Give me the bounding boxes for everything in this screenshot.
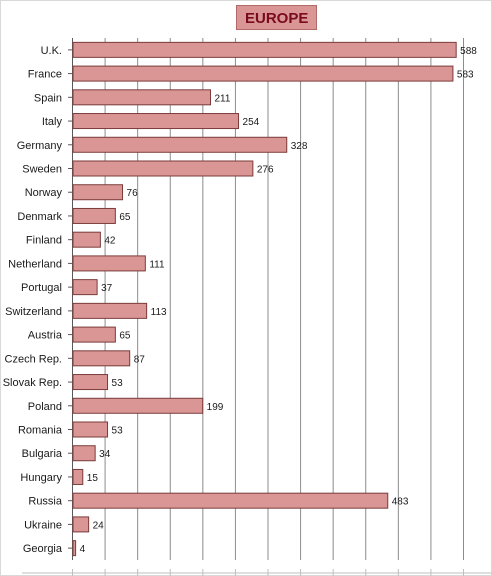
bar: [72, 540, 77, 557]
data-label: 65: [119, 212, 131, 223]
category-label: Germany: [17, 140, 63, 152]
category-label: Austria: [28, 330, 63, 342]
category-label: Norway: [25, 187, 63, 199]
data-label: 34: [99, 449, 111, 460]
category-label: Romania: [18, 425, 63, 437]
bar: [72, 445, 96, 462]
data-label: 483: [392, 497, 409, 508]
data-label: 42: [104, 236, 116, 247]
data-label: 53: [112, 426, 124, 437]
category-label: Ukraine: [24, 519, 62, 531]
category-label: France: [28, 69, 62, 81]
data-label: 588: [460, 46, 477, 57]
category-label: Bulgaria: [22, 448, 63, 460]
data-label: 328: [291, 141, 308, 152]
category-label: Poland: [28, 401, 62, 413]
bar: [72, 65, 454, 82]
bar: [72, 113, 240, 130]
data-label: 583: [457, 70, 474, 81]
bar: [72, 41, 457, 58]
bar: [72, 160, 254, 177]
category-label: Russia: [28, 496, 63, 508]
bar: [72, 207, 116, 224]
bar: [72, 421, 109, 438]
data-label: 65: [119, 331, 131, 342]
category-label: Switzerland: [5, 306, 62, 318]
data-label: 15: [87, 473, 99, 484]
bar: [72, 136, 288, 153]
data-label: 87: [134, 354, 146, 365]
category-label: Czech Rep.: [5, 353, 62, 365]
data-label: 4: [80, 544, 86, 555]
category-label: Hungary: [20, 472, 62, 484]
data-label: 24: [93, 520, 105, 531]
bar: [72, 492, 389, 509]
category-label: Georgia: [23, 543, 63, 555]
data-label: 113: [151, 307, 167, 318]
bar: [72, 374, 109, 391]
category-label: Denmark: [17, 211, 62, 223]
category-label: Slovak Rep.: [3, 377, 62, 389]
category-label: Portugal: [21, 282, 62, 294]
bar: [72, 326, 116, 343]
data-label: 37: [101, 283, 113, 294]
bar: [72, 302, 148, 319]
bar: [72, 468, 84, 485]
category-label: Finland: [26, 235, 62, 247]
bar: [72, 231, 101, 248]
category-label: Netherland: [8, 258, 62, 270]
chart-title: EUROPE: [236, 5, 318, 30]
bar: [72, 350, 131, 367]
bar: [72, 89, 212, 106]
category-label: U.K.: [41, 45, 62, 57]
bar: [72, 184, 124, 201]
bar: [72, 397, 204, 414]
bar: [72, 516, 90, 533]
data-label: 211: [215, 93, 231, 104]
category-label: Sweden: [22, 164, 62, 176]
data-label: 254: [243, 117, 260, 128]
category-label: Spain: [34, 92, 62, 104]
bar: [72, 279, 98, 296]
data-label: 199: [207, 402, 224, 413]
data-label: 111: [149, 259, 165, 270]
bar: [72, 255, 146, 272]
category-label: Italy: [42, 116, 63, 128]
data-label: 53: [112, 378, 124, 389]
data-label: 276: [257, 165, 274, 176]
data-label: 76: [127, 188, 139, 199]
